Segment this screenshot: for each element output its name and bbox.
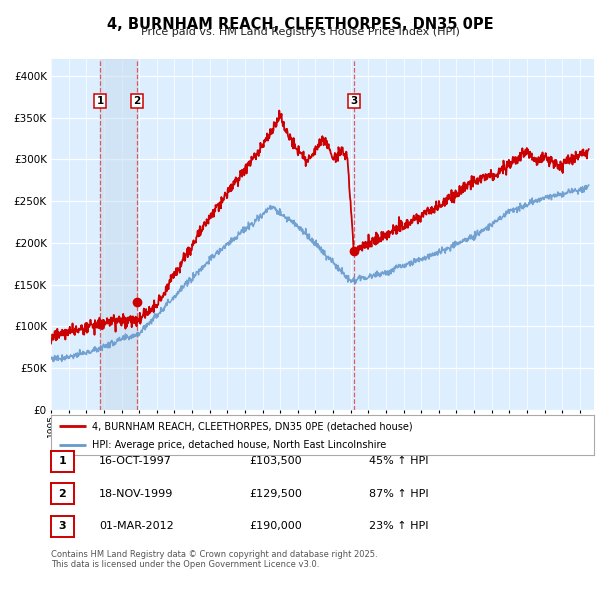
Text: £129,500: £129,500 <box>249 489 302 499</box>
Text: 2: 2 <box>133 96 140 106</box>
Text: 2: 2 <box>59 489 66 499</box>
Text: 01-MAR-2012: 01-MAR-2012 <box>99 522 174 531</box>
Text: Price paid vs. HM Land Registry's House Price Index (HPI): Price paid vs. HM Land Registry's House … <box>140 27 460 37</box>
Text: 45% ↑ HPI: 45% ↑ HPI <box>369 457 428 466</box>
Text: 4, BURNHAM REACH, CLEETHORPES, DN35 0PE (detached house): 4, BURNHAM REACH, CLEETHORPES, DN35 0PE … <box>92 421 412 431</box>
Text: 18-NOV-1999: 18-NOV-1999 <box>99 489 173 499</box>
Text: 3: 3 <box>59 522 66 531</box>
Text: £103,500: £103,500 <box>249 457 302 466</box>
Text: Contains HM Land Registry data © Crown copyright and database right 2025.: Contains HM Land Registry data © Crown c… <box>51 550 377 559</box>
Text: 1: 1 <box>97 96 104 106</box>
Text: 1: 1 <box>59 457 66 466</box>
Text: 3: 3 <box>350 96 358 106</box>
Text: 23% ↑ HPI: 23% ↑ HPI <box>369 522 428 531</box>
Bar <box>100 59 137 410</box>
Text: HPI: Average price, detached house, North East Lincolnshire: HPI: Average price, detached house, Nort… <box>92 440 386 450</box>
Text: This data is licensed under the Open Government Licence v3.0.: This data is licensed under the Open Gov… <box>51 560 319 569</box>
Text: 16-OCT-1997: 16-OCT-1997 <box>99 457 172 466</box>
Text: 87% ↑ HPI: 87% ↑ HPI <box>369 489 428 499</box>
Text: £190,000: £190,000 <box>249 522 302 531</box>
Text: 4, BURNHAM REACH, CLEETHORPES, DN35 0PE: 4, BURNHAM REACH, CLEETHORPES, DN35 0PE <box>107 17 493 31</box>
